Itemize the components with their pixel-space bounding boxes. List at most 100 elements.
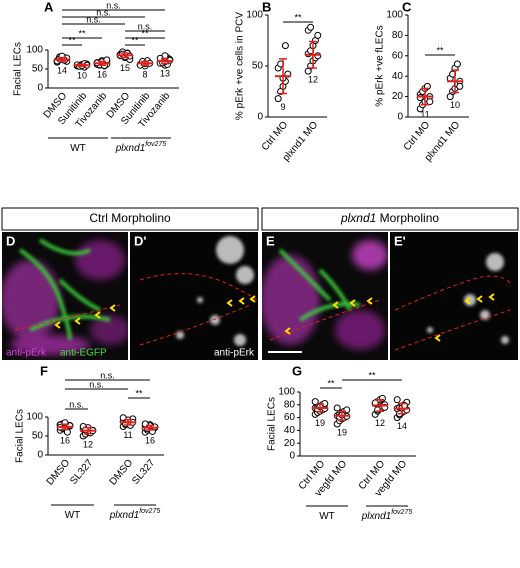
y-tick-label: 0	[37, 450, 43, 461]
n-label: 8	[142, 69, 147, 79]
group-name: plxnd1	[115, 143, 145, 154]
group-label: plxnd1fov275	[115, 141, 167, 154]
y-tick-label: 50	[32, 64, 44, 75]
y-axis-label: Facial LECs	[15, 409, 26, 463]
y-axis-label: % pErk +ve cells in PCV	[235, 12, 246, 120]
image-e	[262, 232, 388, 360]
panel-letter: F	[40, 363, 48, 378]
data-point	[453, 60, 461, 68]
panel-letter: E'	[394, 233, 406, 248]
x-tick-label: SL327	[68, 457, 95, 487]
stain-label: anti-pErk	[6, 348, 47, 359]
n-label: 16	[97, 69, 107, 79]
sig-label: n.s.	[89, 379, 104, 389]
n-label: 14	[397, 421, 407, 431]
n-label: 11	[123, 430, 132, 440]
header-rest: Morpholino	[380, 211, 440, 225]
group-superscript: fov275	[139, 508, 160, 515]
sig-label: **	[436, 45, 444, 55]
group-name: WT	[319, 511, 335, 522]
group-label: WT	[70, 143, 86, 154]
y-axis-label: Facial LECs	[13, 42, 24, 96]
data-point	[416, 94, 424, 102]
group-superscript: fov275	[391, 509, 412, 516]
data-point	[307, 23, 315, 31]
x-tick-label: DMSO	[108, 457, 136, 487]
group-label: plxnd1fov275	[109, 508, 161, 521]
y-tick-label: 100	[26, 412, 43, 423]
data-point	[343, 406, 351, 414]
y-tick-label: 60	[284, 412, 296, 423]
image-d	[2, 232, 128, 360]
n-label: 10	[77, 70, 87, 80]
y-tick-label: 80	[284, 399, 296, 410]
data-point	[281, 42, 289, 50]
y-tick-label: 20	[284, 438, 296, 449]
sig-label: **	[135, 388, 143, 398]
panel-letter: D'	[134, 233, 146, 248]
sig-label: n.s.	[100, 370, 115, 380]
y-axis-label: Facial LECs	[267, 397, 278, 451]
group-name: WT	[70, 143, 86, 154]
group-name: plxnd1	[361, 511, 391, 522]
y-tick-label: 100	[246, 10, 263, 21]
image-d-prime	[130, 232, 258, 360]
header: plxnd1 Morpholino	[340, 211, 439, 225]
y-tick-label: 100	[278, 387, 295, 398]
group-name: plxnd1	[109, 510, 139, 521]
panel-letter: D	[6, 233, 15, 248]
data-point	[314, 52, 322, 60]
y-tick-label: 100	[26, 45, 43, 56]
sig-label: n.s.	[138, 21, 153, 31]
y-tick-label: 80	[392, 30, 404, 41]
n-label: 14	[57, 66, 67, 76]
header-box	[261, 207, 519, 231]
data-point	[426, 98, 434, 106]
y-tick-label: 60	[392, 50, 404, 61]
n-label: 11	[420, 109, 429, 119]
x-tick-label: Ctrl MO	[402, 119, 433, 153]
y-tick-label: 20	[392, 91, 404, 102]
sig-label: **	[78, 28, 86, 38]
header-italic: plxnd1	[340, 211, 376, 225]
y-tick-label: 50	[32, 431, 44, 442]
y-tick-label: 0	[37, 83, 43, 94]
sig-label: **	[141, 28, 149, 38]
y-tick-label: 40	[284, 425, 296, 436]
panel-letter: E	[266, 233, 275, 248]
n-label: 13	[160, 69, 170, 79]
data-point	[314, 31, 322, 39]
y-tick-label: 100	[386, 10, 403, 21]
y-tick-label: 50	[252, 61, 264, 72]
data-point	[274, 95, 282, 103]
group-label: WT	[319, 511, 335, 522]
n-label: 19	[315, 418, 325, 428]
n-label: 12	[308, 74, 318, 84]
n-label: 12	[83, 439, 93, 449]
group-label: WT	[65, 510, 81, 521]
sig-label: n.s.	[106, 0, 121, 10]
sig-label: **	[68, 35, 76, 45]
stain-label: anti-EGFP	[60, 348, 107, 359]
panel-letter: B	[262, 0, 271, 14]
y-tick-label: 0	[397, 112, 403, 123]
n-label: 16	[60, 436, 70, 446]
x-tick-label: Ctrl MO	[260, 119, 291, 153]
y-tick-label: 0	[289, 451, 295, 462]
sig-label: n.s.	[69, 399, 84, 409]
y-tick-label: 0	[257, 112, 263, 123]
panel-letter: A	[44, 0, 54, 14]
data-point	[393, 396, 401, 404]
x-tick-label: SL327	[130, 457, 157, 487]
y-tick-label: 40	[392, 71, 404, 82]
group-label: plxnd1fov275	[361, 509, 413, 522]
group-superscript: fov275	[145, 141, 166, 148]
n-label: 12	[375, 418, 385, 428]
n-label: 9	[280, 102, 285, 112]
n-label: 16	[145, 436, 155, 446]
n-label: 19	[337, 427, 347, 437]
data-point	[311, 398, 319, 406]
header-box	[1, 207, 259, 231]
data-point	[456, 82, 464, 90]
